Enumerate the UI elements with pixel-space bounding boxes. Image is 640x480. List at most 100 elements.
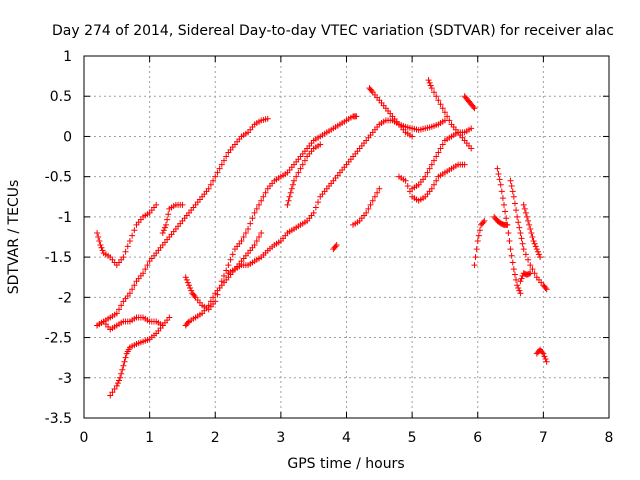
- data-point: [289, 181, 296, 188]
- data-point: [118, 370, 125, 377]
- data-point: [188, 287, 195, 294]
- data-point: [114, 380, 121, 387]
- series-21: [520, 201, 544, 261]
- data-point: [426, 79, 433, 86]
- data-point: [186, 282, 192, 289]
- data-point: [205, 185, 212, 192]
- data-point: [284, 201, 291, 208]
- data-point: [205, 302, 212, 309]
- data-point: [444, 113, 451, 120]
- data-point: [98, 244, 105, 251]
- data-point: [374, 189, 381, 196]
- x-tick-label: 2: [211, 430, 220, 446]
- data-point: [439, 141, 446, 148]
- data-point: [295, 169, 302, 176]
- data-point: [363, 209, 370, 216]
- x-axis-label: GPS time / hours: [287, 456, 404, 472]
- data-point: [140, 270, 147, 277]
- data-point: [427, 82, 434, 89]
- series-7: [225, 117, 448, 277]
- data-point: [526, 270, 533, 277]
- data-point: [530, 238, 537, 245]
- data-point: [107, 392, 114, 399]
- data-point: [508, 252, 515, 259]
- data-point: [210, 177, 217, 184]
- data-point: [498, 188, 505, 195]
- grid-lines: [84, 56, 609, 418]
- data-point: [260, 193, 267, 200]
- data-point: [435, 97, 442, 104]
- data-point: [508, 183, 515, 190]
- data-point: [293, 173, 300, 180]
- series-13: [409, 125, 475, 192]
- data-point: [122, 354, 129, 361]
- data-point: [240, 234, 247, 240]
- data-point: [431, 181, 437, 188]
- data-point: [120, 362, 127, 369]
- data-point: [543, 358, 550, 365]
- data-point: [179, 201, 186, 208]
- data-points: [94, 77, 550, 399]
- data-point: [514, 213, 521, 220]
- data-point: [404, 183, 411, 190]
- data-point: [542, 356, 549, 363]
- x-tick-label: 5: [408, 430, 417, 446]
- data-point: [468, 125, 475, 132]
- data-point: [437, 145, 444, 152]
- data-point: [433, 177, 440, 184]
- data-point: [426, 165, 433, 172]
- data-point: [543, 286, 550, 293]
- data-point: [367, 201, 374, 208]
- data-point: [517, 290, 524, 297]
- data-point: [238, 238, 245, 245]
- series-4: [107, 314, 173, 399]
- data-point: [251, 242, 258, 249]
- data-point: [525, 256, 532, 263]
- data-point: [183, 276, 190, 283]
- data-point: [299, 161, 306, 168]
- x-tick-label: 1: [145, 430, 154, 446]
- data-point: [446, 117, 453, 124]
- y-tick-label: -0.5: [45, 170, 72, 186]
- data-point: [258, 197, 265, 204]
- data-point: [113, 310, 120, 317]
- data-point: [117, 374, 124, 381]
- x-tick-label: 8: [605, 430, 614, 446]
- data-point: [301, 157, 308, 164]
- data-point: [480, 219, 487, 226]
- data-point: [536, 251, 542, 258]
- series-5: [182, 113, 360, 313]
- data-point: [160, 227, 167, 234]
- data-point: [428, 161, 435, 168]
- data-point: [376, 185, 383, 192]
- data-point: [521, 205, 528, 212]
- y-tick-label: 1: [63, 49, 72, 65]
- data-point: [97, 242, 104, 249]
- axis-ticks: [83, 55, 610, 419]
- data-point: [534, 248, 541, 255]
- series-11: [366, 85, 416, 140]
- data-point: [461, 161, 468, 168]
- data-point: [251, 209, 258, 216]
- data-point: [523, 213, 530, 220]
- series-9: [330, 242, 340, 253]
- data-point: [129, 286, 136, 293]
- data-point: [422, 173, 429, 180]
- data-point: [216, 165, 223, 172]
- data-point: [542, 284, 549, 291]
- series-8: [284, 141, 324, 208]
- series-17: [494, 165, 524, 297]
- data-point: [481, 217, 488, 224]
- data-point: [431, 89, 437, 96]
- data-point: [99, 247, 106, 254]
- data-point: [253, 238, 260, 245]
- data-point: [507, 246, 514, 253]
- data-point: [470, 103, 477, 110]
- data-point: [264, 115, 271, 122]
- data-point: [431, 157, 437, 164]
- series-19: [507, 177, 550, 293]
- data-point: [116, 306, 122, 313]
- series-15: [461, 93, 478, 112]
- data-point: [287, 189, 294, 196]
- data-point: [333, 242, 340, 249]
